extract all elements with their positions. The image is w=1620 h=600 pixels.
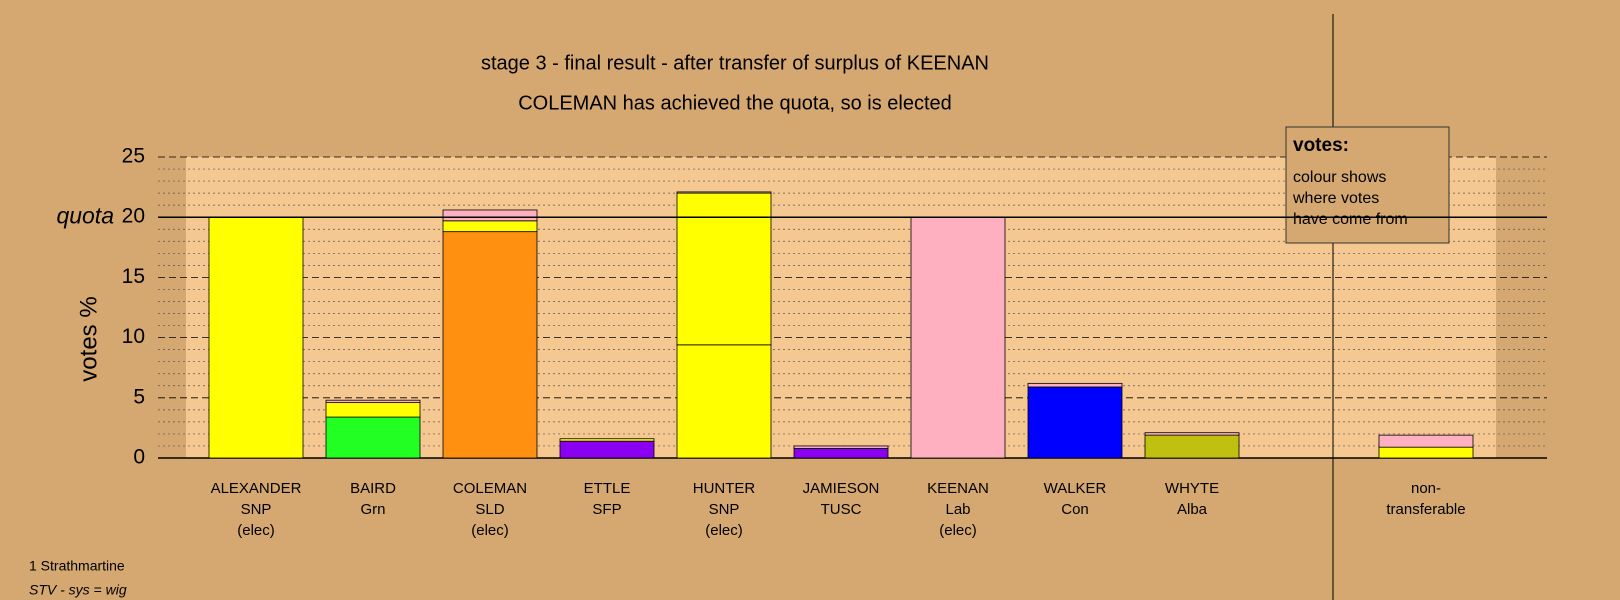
- bar-segment: [442, 220, 538, 233]
- x-tick-label: non-: [1411, 480, 1441, 497]
- bar-segment: [1144, 434, 1240, 459]
- x-tick-label: SNP: [709, 501, 740, 518]
- legend-text: colour shows: [1293, 169, 1386, 186]
- x-tick-label: (elec): [471, 522, 509, 539]
- x-tick-label: (elec): [939, 522, 977, 539]
- bar-segment: [1378, 434, 1474, 448]
- y-tick-label: 5: [133, 385, 145, 408]
- y-tick-label: 15: [122, 265, 145, 288]
- legend-text: have come from: [1293, 211, 1408, 228]
- legend-text: where votes: [1292, 190, 1379, 207]
- x-tick-label: SLD: [475, 501, 504, 518]
- x-tick-label: (elec): [705, 522, 743, 539]
- chart-title: stage 3 - final result - after transfer …: [481, 52, 989, 74]
- y-tick-label: 20: [122, 205, 145, 228]
- x-tick-label: Grn: [360, 501, 385, 518]
- x-tick-label: KEENAN: [927, 480, 989, 497]
- bar-segment: [442, 231, 538, 459]
- bar-segment: [676, 191, 772, 194]
- x-tick-label: transferable: [1386, 501, 1465, 518]
- y-tick-label: 0: [133, 446, 145, 469]
- x-tick-label: SNP: [241, 501, 272, 518]
- x-tick-label: Con: [1061, 501, 1089, 518]
- bar-segment: [793, 445, 889, 449]
- x-tick-label: Alba: [1177, 501, 1208, 518]
- x-tick-label: HUNTER: [693, 480, 756, 497]
- bar-segment: [1027, 382, 1123, 388]
- y-tick-label: 25: [122, 145, 145, 168]
- bar-segment: [793, 447, 889, 459]
- footer-text: STV - sys = wig: [29, 582, 127, 598]
- bar-segment: [1144, 432, 1240, 436]
- bar-segment: [1378, 446, 1474, 459]
- bar-segment: [559, 438, 655, 442]
- bar-segment: [325, 416, 421, 459]
- bars: [208, 191, 1474, 459]
- quota-label: quota: [56, 202, 114, 228]
- x-tick-label: WHYTE: [1165, 480, 1219, 497]
- legend-box: [1285, 126, 1450, 244]
- y-axis-label: votes %: [75, 296, 102, 381]
- bar-segment: [325, 399, 421, 404]
- x-tick-label: BAIRD: [350, 480, 396, 497]
- bar-segment: [676, 344, 772, 459]
- legend-title: votes:: [1293, 135, 1349, 156]
- footer-text: 1 Strathmartine: [29, 558, 125, 574]
- bar-segment: [442, 209, 538, 222]
- x-tick-label: COLEMAN: [453, 480, 527, 497]
- bar-segment: [208, 216, 304, 459]
- bar-segment: [559, 440, 655, 459]
- x-tick-label: TUSC: [821, 501, 862, 518]
- x-tick-label: SFP: [592, 501, 621, 518]
- y-tick-label: 10: [122, 325, 145, 348]
- x-tick-label: Lab: [945, 501, 970, 518]
- bar-segment: [676, 192, 772, 346]
- x-tick-label: WALKER: [1044, 480, 1107, 497]
- bar-segment: [910, 216, 1006, 459]
- x-tick-label: ETTLE: [584, 480, 631, 497]
- bar-segment: [325, 402, 421, 418]
- x-tick-label: ALEXANDER: [211, 480, 302, 497]
- x-tick-label: JAMIESON: [803, 480, 880, 497]
- bar-segment: [1027, 386, 1123, 459]
- chart-subtitle: COLEMAN has achieved the quota, so is el…: [518, 92, 952, 114]
- x-tick-label: (elec): [237, 522, 275, 539]
